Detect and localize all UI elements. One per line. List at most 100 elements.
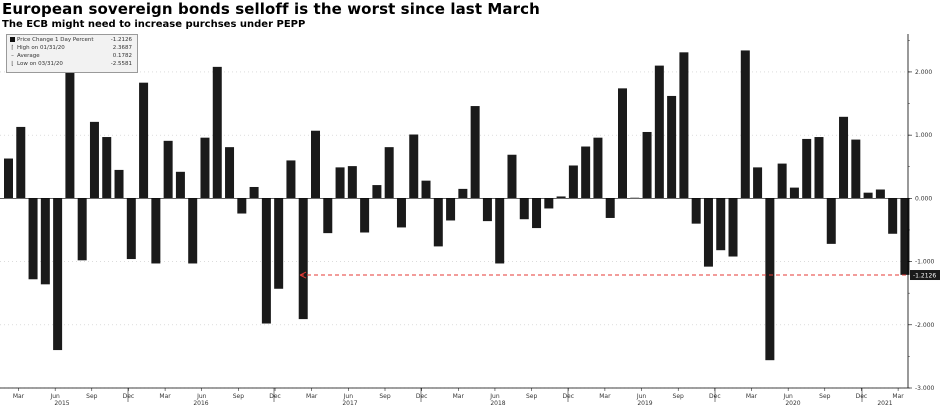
x-month-label: Jun — [636, 393, 647, 400]
bar — [691, 198, 701, 224]
bar — [630, 197, 640, 199]
x-month-label: Dec — [856, 393, 868, 400]
x-year-label: 2020 — [785, 400, 800, 406]
bar — [335, 167, 345, 199]
bar — [495, 198, 505, 264]
legend-high-label: High on 01/31/20 — [17, 45, 65, 51]
x-month-label: Dec — [123, 393, 135, 400]
bar — [888, 198, 898, 234]
bar — [642, 131, 652, 199]
bar — [372, 185, 382, 199]
bar — [65, 59, 75, 199]
x-month-label: Sep — [379, 393, 391, 400]
bar — [875, 189, 885, 199]
bar — [482, 198, 492, 222]
bar — [28, 198, 38, 280]
high-marker-icon: ⌈ — [11, 45, 14, 51]
bar — [249, 186, 259, 199]
bar — [77, 198, 87, 261]
bar — [544, 198, 554, 209]
x-month-label: Mar — [306, 393, 318, 400]
x-month-label: Mar — [159, 393, 171, 400]
x-month-label: Mar — [599, 393, 611, 400]
x-month-label: Sep — [86, 393, 98, 400]
bar — [789, 187, 799, 199]
chart-title: European sovereign bonds selloff is the … — [2, 0, 540, 18]
bar — [323, 198, 333, 234]
x-year-label: 2015 — [54, 400, 69, 406]
bar — [360, 198, 370, 233]
average-marker-icon: – — [11, 53, 14, 59]
bar — [863, 192, 873, 199]
x-month-label: Sep — [819, 393, 831, 400]
bar — [225, 147, 235, 199]
bar — [814, 137, 824, 199]
y-tick-label: 1.000 — [915, 132, 932, 139]
bar — [716, 198, 726, 251]
legend: Price Change 1 Day Percent -1.2126 ⌈ High… — [6, 34, 138, 73]
bar — [433, 198, 443, 247]
bar — [286, 160, 296, 199]
legend-series-value: -1.2126 — [110, 37, 132, 43]
x-month-label: Sep — [673, 393, 685, 400]
bar — [740, 50, 750, 199]
bar — [261, 198, 271, 324]
y-tick-label: 0.000 — [915, 195, 932, 202]
last-value-tag — [910, 270, 940, 281]
bar — [679, 52, 689, 199]
x-month-label: Jun — [489, 393, 500, 400]
bar — [139, 82, 149, 199]
x-month-label: Jun — [343, 393, 354, 400]
x-month-label: Mar — [746, 393, 758, 400]
x-month-label: Sep — [233, 393, 245, 400]
bar — [618, 88, 627, 199]
bar — [212, 66, 222, 199]
bar — [581, 146, 591, 199]
bar — [458, 188, 468, 199]
bar — [396, 198, 406, 228]
bar — [826, 198, 836, 244]
bar — [446, 198, 456, 221]
bar — [753, 167, 763, 199]
bar — [53, 198, 63, 351]
bar — [384, 147, 394, 199]
bar — [519, 198, 529, 220]
legend-average-value: 0.1782 — [112, 53, 132, 59]
bar — [728, 198, 738, 257]
bar — [40, 198, 50, 285]
y-tick-label: -3.000 — [915, 385, 935, 392]
x-month-label: Mar — [13, 393, 25, 400]
legend-low-value: -2.5581 — [110, 61, 132, 67]
legend-low-label: Low on 03/31/20 — [17, 61, 63, 67]
bar — [298, 198, 308, 320]
bar — [237, 198, 247, 214]
x-year-label: 2016 — [193, 400, 208, 406]
bar — [839, 116, 849, 199]
last-value-label: -1.2126 — [913, 273, 936, 280]
legend-high-value: 2.3687 — [112, 45, 132, 51]
x-month-label: Dec — [269, 393, 281, 400]
y-tick-label: -2.000 — [915, 322, 935, 329]
x-year-label: 2018 — [490, 400, 505, 406]
bar — [507, 154, 517, 199]
bar — [900, 198, 910, 275]
bar — [667, 95, 677, 199]
bar — [605, 198, 615, 218]
bar — [802, 138, 812, 199]
x-month-label: Mar — [892, 393, 904, 400]
x-month-label: Mar — [453, 393, 465, 400]
legend-series-label: Price Change 1 Day Percent — [17, 37, 94, 43]
bar — [200, 137, 210, 199]
bar — [311, 130, 320, 199]
bar — [151, 198, 161, 264]
legend-average-label: Average — [17, 53, 40, 59]
bar — [347, 166, 357, 199]
x-year-label: 2017 — [342, 400, 357, 406]
y-tick-label: 2.000 — [915, 69, 932, 76]
bar — [89, 121, 99, 199]
bar — [851, 139, 861, 199]
x-month-label: Jun — [49, 393, 60, 400]
legend-low-row: ⌊ Low on 03/31/20 -2.5581 — [10, 60, 134, 68]
legend-series-row: Price Change 1 Day Percent -1.2126 — [10, 36, 134, 44]
